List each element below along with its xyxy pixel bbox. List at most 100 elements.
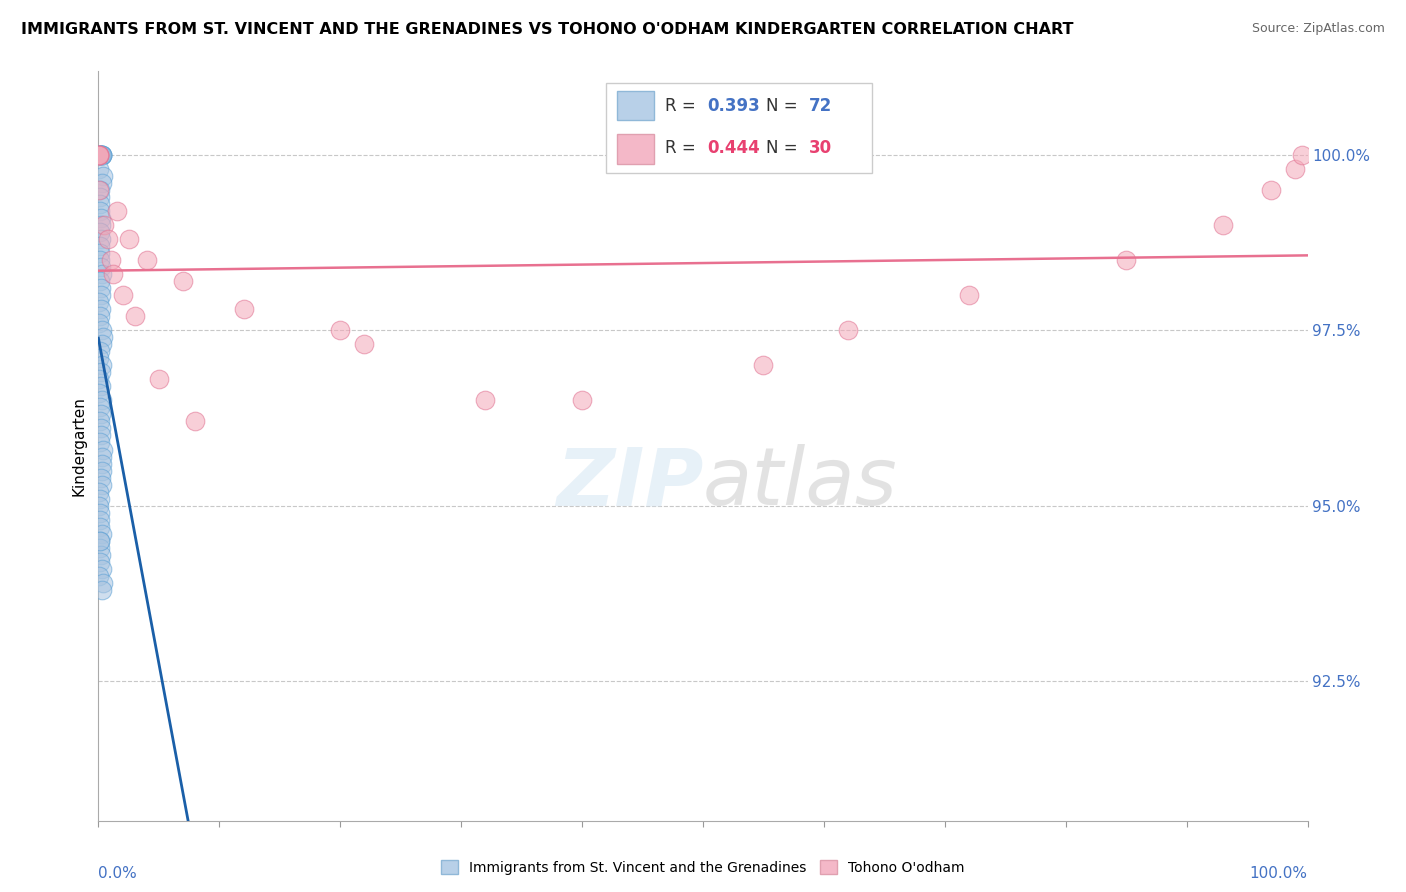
- Point: [571, 393, 593, 408]
- Point: [89, 148, 111, 162]
- Y-axis label: Kindergarten: Kindergarten: [72, 396, 87, 496]
- Point: [90, 366, 112, 380]
- Point: [89, 183, 111, 197]
- Point: [91, 337, 114, 351]
- Point: [89, 148, 111, 162]
- Point: [93, 219, 115, 233]
- Point: [101, 268, 124, 282]
- Point: [837, 323, 859, 337]
- Point: [89, 555, 111, 569]
- Point: [91, 177, 114, 191]
- Point: [91, 330, 114, 344]
- Point: [90, 148, 112, 162]
- Point: [89, 491, 111, 506]
- Point: [752, 359, 775, 373]
- Point: [89, 533, 111, 548]
- Point: [184, 415, 207, 429]
- Point: [89, 568, 111, 582]
- Point: [1115, 253, 1137, 268]
- Point: [89, 484, 111, 499]
- Point: [172, 275, 194, 289]
- Point: [124, 310, 146, 324]
- Point: [90, 408, 112, 422]
- Point: [90, 219, 112, 233]
- Point: [90, 148, 112, 162]
- Point: [91, 463, 114, 477]
- Point: [90, 561, 112, 575]
- Point: [89, 226, 111, 240]
- Text: Source: ZipAtlas.com: Source: ZipAtlas.com: [1251, 22, 1385, 36]
- Point: [89, 435, 111, 450]
- Point: [90, 582, 112, 597]
- Point: [89, 541, 111, 555]
- Point: [148, 372, 170, 386]
- Point: [89, 415, 111, 429]
- Point: [90, 548, 112, 562]
- Point: [1212, 219, 1234, 233]
- Point: [90, 260, 112, 275]
- Point: [87, 148, 110, 162]
- Point: [90, 268, 112, 282]
- Point: [1284, 162, 1306, 177]
- Point: [135, 253, 157, 268]
- Point: [89, 499, 111, 513]
- Point: [89, 317, 111, 331]
- Legend: Immigrants from St. Vincent and the Grenadines, Tohono O'odham: Immigrants from St. Vincent and the Gren…: [436, 855, 970, 880]
- Point: [89, 512, 111, 526]
- Point: [1260, 183, 1282, 197]
- Point: [91, 148, 114, 162]
- Point: [474, 393, 496, 408]
- Point: [89, 519, 111, 533]
- Text: 100.0%: 100.0%: [1250, 865, 1308, 880]
- Text: ZIP: ZIP: [555, 444, 703, 523]
- Point: [89, 253, 111, 268]
- Point: [97, 232, 120, 246]
- Point: [89, 351, 111, 366]
- Point: [90, 379, 112, 393]
- Point: [957, 288, 980, 302]
- Point: [90, 428, 112, 442]
- Point: [89, 386, 111, 401]
- Point: [90, 288, 112, 302]
- Point: [353, 337, 375, 351]
- Text: IMMIGRANTS FROM ST. VINCENT AND THE GRENADINES VS TOHONO O'ODHAM KINDERGARTEN CO: IMMIGRANTS FROM ST. VINCENT AND THE GREN…: [21, 22, 1074, 37]
- Point: [232, 302, 254, 317]
- Point: [91, 477, 114, 491]
- Point: [89, 204, 111, 219]
- Point: [90, 421, 112, 435]
- Point: [90, 211, 112, 226]
- Point: [89, 246, 111, 260]
- Text: atlas: atlas: [703, 444, 898, 523]
- Point: [90, 281, 112, 295]
- Point: [89, 295, 111, 310]
- Point: [100, 253, 122, 268]
- Point: [89, 197, 111, 211]
- Point: [89, 148, 111, 162]
- Point: [89, 275, 111, 289]
- Point: [90, 470, 112, 484]
- Point: [90, 148, 112, 162]
- Point: [91, 442, 114, 457]
- Point: [89, 310, 111, 324]
- Point: [89, 401, 111, 415]
- Point: [89, 344, 111, 359]
- Point: [105, 204, 128, 219]
- Point: [89, 506, 111, 520]
- Point: [90, 359, 112, 373]
- Point: [87, 148, 110, 162]
- Text: 0.0%: 0.0%: [98, 865, 138, 880]
- Point: [91, 575, 114, 590]
- Point: [118, 232, 141, 246]
- Point: [90, 148, 112, 162]
- Point: [91, 457, 114, 471]
- Point: [91, 169, 114, 184]
- Point: [89, 533, 111, 548]
- Point: [91, 393, 114, 408]
- Point: [91, 148, 114, 162]
- Point: [91, 526, 114, 541]
- Point: [87, 183, 110, 197]
- Point: [89, 372, 111, 386]
- Point: [111, 288, 134, 302]
- Point: [90, 232, 112, 246]
- Point: [91, 323, 114, 337]
